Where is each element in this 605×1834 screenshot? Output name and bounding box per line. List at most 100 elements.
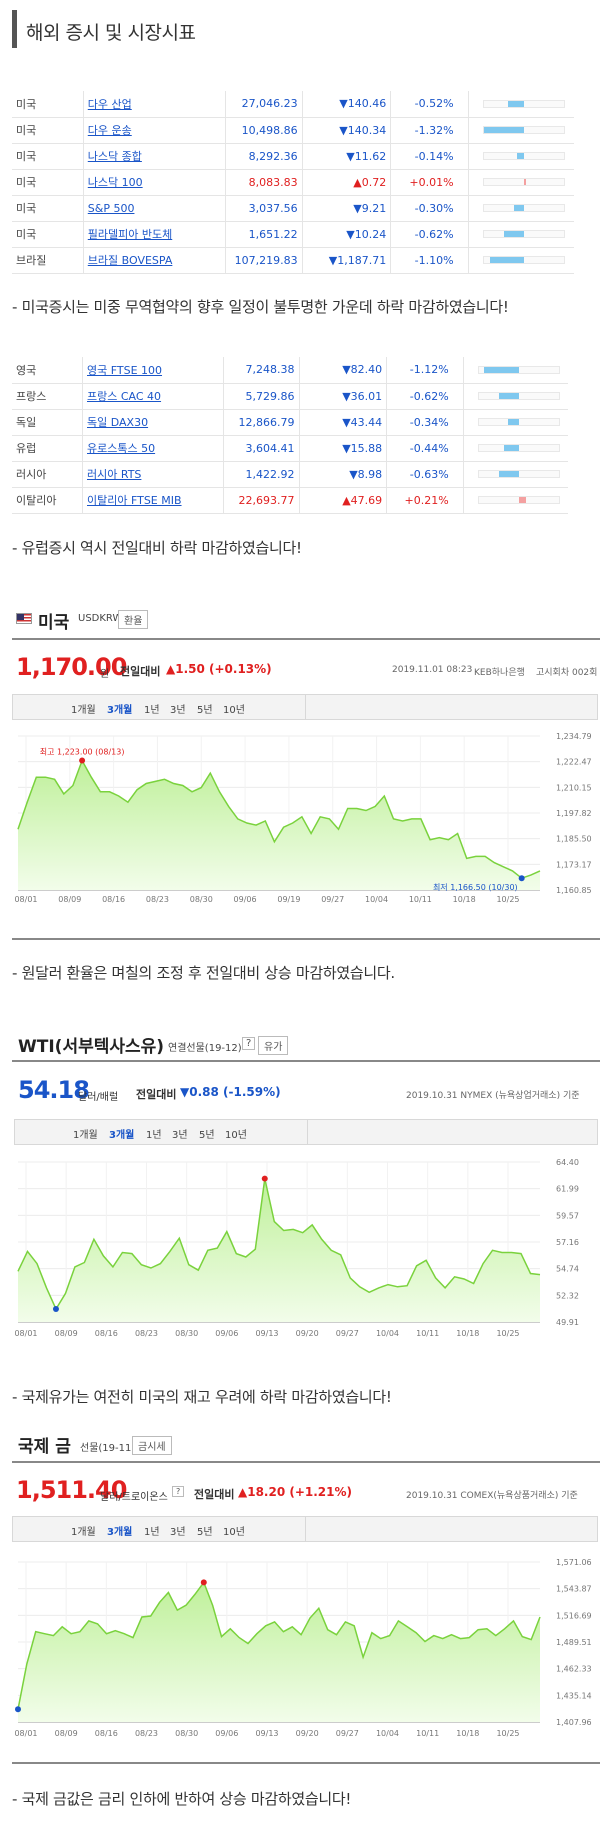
y-tick-label: 1,222.47 xyxy=(556,758,592,767)
tab-3y[interactable]: 3년 xyxy=(172,1130,188,1141)
index-name-link[interactable]: 나스닥 종합 xyxy=(83,143,227,170)
tab-1y[interactable]: 1년 xyxy=(144,705,160,716)
change-bar-cell xyxy=(468,247,574,274)
index-value: 22,693.77 xyxy=(223,487,300,514)
index-change: ▼140.46 xyxy=(302,91,392,118)
y-tick-label: 61.99 xyxy=(556,1185,579,1194)
gold-top-divider xyxy=(12,1461,600,1463)
wti-price: 54.18 xyxy=(18,1076,90,1104)
y-tick-label: 57.16 xyxy=(556,1238,579,1247)
usd-change: ▲1.50 (+0.13%) xyxy=(166,662,272,676)
x-tick-label: 08/23 xyxy=(135,1729,158,1738)
change-bar xyxy=(482,126,565,134)
x-tick-label: 10/18 xyxy=(456,1729,479,1738)
gold-help-icon[interactable]: ? xyxy=(172,1486,185,1497)
wti-period-tabs: 1개월 3개월 1년 3년 5년 10년 xyxy=(14,1119,598,1145)
tab-1y[interactable]: 1년 xyxy=(144,1527,160,1538)
change-bar xyxy=(482,99,565,108)
y-tick-label: 1,407.96 xyxy=(556,1718,592,1727)
y-tick-label: 52.32 xyxy=(556,1291,579,1300)
usd-rate-button[interactable]: 환율 xyxy=(118,610,149,629)
index-name-link[interactable]: 브라질 BOVESPA xyxy=(83,247,227,274)
tab-1m[interactable]: 1개월 xyxy=(73,1130,98,1141)
index-change: ▼82.40 xyxy=(299,357,388,384)
usd-price-row: 1,170.00 원 전일대비 ▲1.50 (+0.13%) 2019.11.0… xyxy=(16,653,600,685)
change-bar xyxy=(477,418,560,426)
tab-3m[interactable]: 3개월 xyxy=(107,705,133,716)
index-name-link[interactable]: 독일 DAX30 xyxy=(82,409,224,436)
usd-meta-round: 고시회차 002회 xyxy=(536,668,598,678)
tab-5y[interactable]: 5년 xyxy=(199,1130,215,1141)
index-value: 10,498.86 xyxy=(225,117,303,144)
country-cell: 독일 xyxy=(12,409,83,436)
x-tick-label: 10/11 xyxy=(416,1329,439,1338)
index-change: ▼8.98 xyxy=(299,461,388,488)
table-row: 영국 영국 FTSE 100 7,248.38 ▼82.40 -1.12% xyxy=(12,357,568,384)
y-tick-label: 49.91 xyxy=(556,1318,579,1327)
y-tick-label: 1,489.51 xyxy=(556,1638,592,1647)
x-tick-label: 08/16 xyxy=(102,895,125,904)
gold-note: - 국제 금값은 금리 인하에 반하여 상승 마감하였습니다! xyxy=(12,1790,352,1808)
eu-market-note: - 유럽증시 역시 전일대비 하락 마감하였습니다! xyxy=(12,539,302,557)
index-name-link[interactable]: 다우 산업 xyxy=(83,91,227,118)
tab-5y[interactable]: 5년 xyxy=(197,705,213,716)
index-change-pct: -1.12% xyxy=(386,357,464,384)
tab-3m[interactable]: 3개월 xyxy=(109,1130,135,1141)
tab-3y[interactable]: 3년 xyxy=(170,705,186,716)
tab-3y[interactable]: 3년 xyxy=(170,1527,186,1538)
change-bar-cell xyxy=(463,409,568,436)
index-name-link[interactable]: S&P 500 xyxy=(83,195,227,222)
index-name-link[interactable]: 나스닥 100 xyxy=(83,169,227,196)
y-tick-label: 64.40 xyxy=(556,1158,579,1167)
y-tick-label: 59.57 xyxy=(556,1211,579,1220)
wti-note: - 국제유가는 여전히 미국의 재고 우려에 하락 마감하였습니다! xyxy=(12,1388,392,1406)
index-change-pct: -0.63% xyxy=(386,461,464,488)
x-tick-label: 10/18 xyxy=(456,1329,479,1338)
x-tick-label: 08/30 xyxy=(190,895,213,904)
table-row: 미국 나스닥 100 8,083.83 ▲0.72 +0.01% xyxy=(12,169,574,196)
wti-chart: 64.40 61.99 59.57 57.16 54.74 52.32 49.91 08/01… xyxy=(14,1158,579,1338)
change-bar xyxy=(477,365,560,374)
index-name-link[interactable]: 필라델피아 반도체 xyxy=(83,221,227,248)
x-tick-label: 09/06 xyxy=(215,1729,238,1738)
tab-10y[interactable]: 10년 xyxy=(223,1527,245,1538)
index-name-link[interactable]: 유로스톡스 50 xyxy=(82,435,224,462)
x-tick-label: 10/11 xyxy=(409,895,432,904)
index-change: ▼43.44 xyxy=(299,409,388,436)
tab-5y[interactable]: 5년 xyxy=(197,1527,213,1538)
eu-market-table: 영국 영국 FTSE 100 7,248.38 ▼82.40 -1.12% 프랑스 프랑스 … xyxy=(12,357,568,514)
gold-header: 국제 금 선물(19-11) 금시세 xyxy=(16,1432,600,1460)
index-name-link[interactable]: 다우 운송 xyxy=(83,117,227,144)
index-value: 3,604.41 xyxy=(223,435,300,462)
tab-3m[interactable]: 3개월 xyxy=(107,1527,133,1538)
index-name-link[interactable]: 영국 FTSE 100 xyxy=(82,357,224,384)
change-bar-fill xyxy=(498,393,519,399)
x-tick-label: 10/04 xyxy=(376,1729,399,1738)
index-value: 8,292.36 xyxy=(225,143,303,170)
wti-oil-button[interactable]: 유가 xyxy=(258,1036,289,1055)
gold-change-label: 전일대비 xyxy=(194,1488,235,1501)
index-name-link[interactable]: 러시아 RTS xyxy=(82,461,224,488)
tab-1m[interactable]: 1개월 xyxy=(71,1527,96,1538)
wti-help-icon[interactable]: ? xyxy=(242,1037,256,1050)
y-tick-label: 1,516.69 xyxy=(556,1611,592,1620)
y-tick-label: 54.74 xyxy=(556,1265,579,1274)
x-tick-label: 09/27 xyxy=(336,1729,359,1738)
gold-price-button[interactable]: 금시세 xyxy=(132,1436,172,1455)
usd-meta-bank: KEB하나은행 xyxy=(474,668,525,678)
change-bar-fill xyxy=(518,497,526,503)
tab-10y[interactable]: 10년 xyxy=(225,1130,247,1141)
gold-change: ▲18.20 (+1.21%) xyxy=(238,1485,353,1499)
index-name-link[interactable]: 이탈리아 FTSE MIB xyxy=(82,487,224,514)
index-name-link[interactable]: 프랑스 CAC 40 xyxy=(82,383,224,410)
index-value: 8,083.83 xyxy=(225,169,303,196)
x-tick-label: 08/01 xyxy=(14,895,37,904)
gold-sub: 선물(19-11) xyxy=(80,1443,136,1454)
index-change-pct: -1.32% xyxy=(390,117,469,144)
tab-1y[interactable]: 1년 xyxy=(146,1130,162,1141)
y-tick-label: 1,197.82 xyxy=(556,809,592,818)
change-bar-cell xyxy=(468,143,574,170)
tab-10y[interactable]: 10년 xyxy=(223,705,245,716)
country-cell: 미국 xyxy=(12,195,84,222)
tab-1m[interactable]: 1개월 xyxy=(71,705,96,716)
